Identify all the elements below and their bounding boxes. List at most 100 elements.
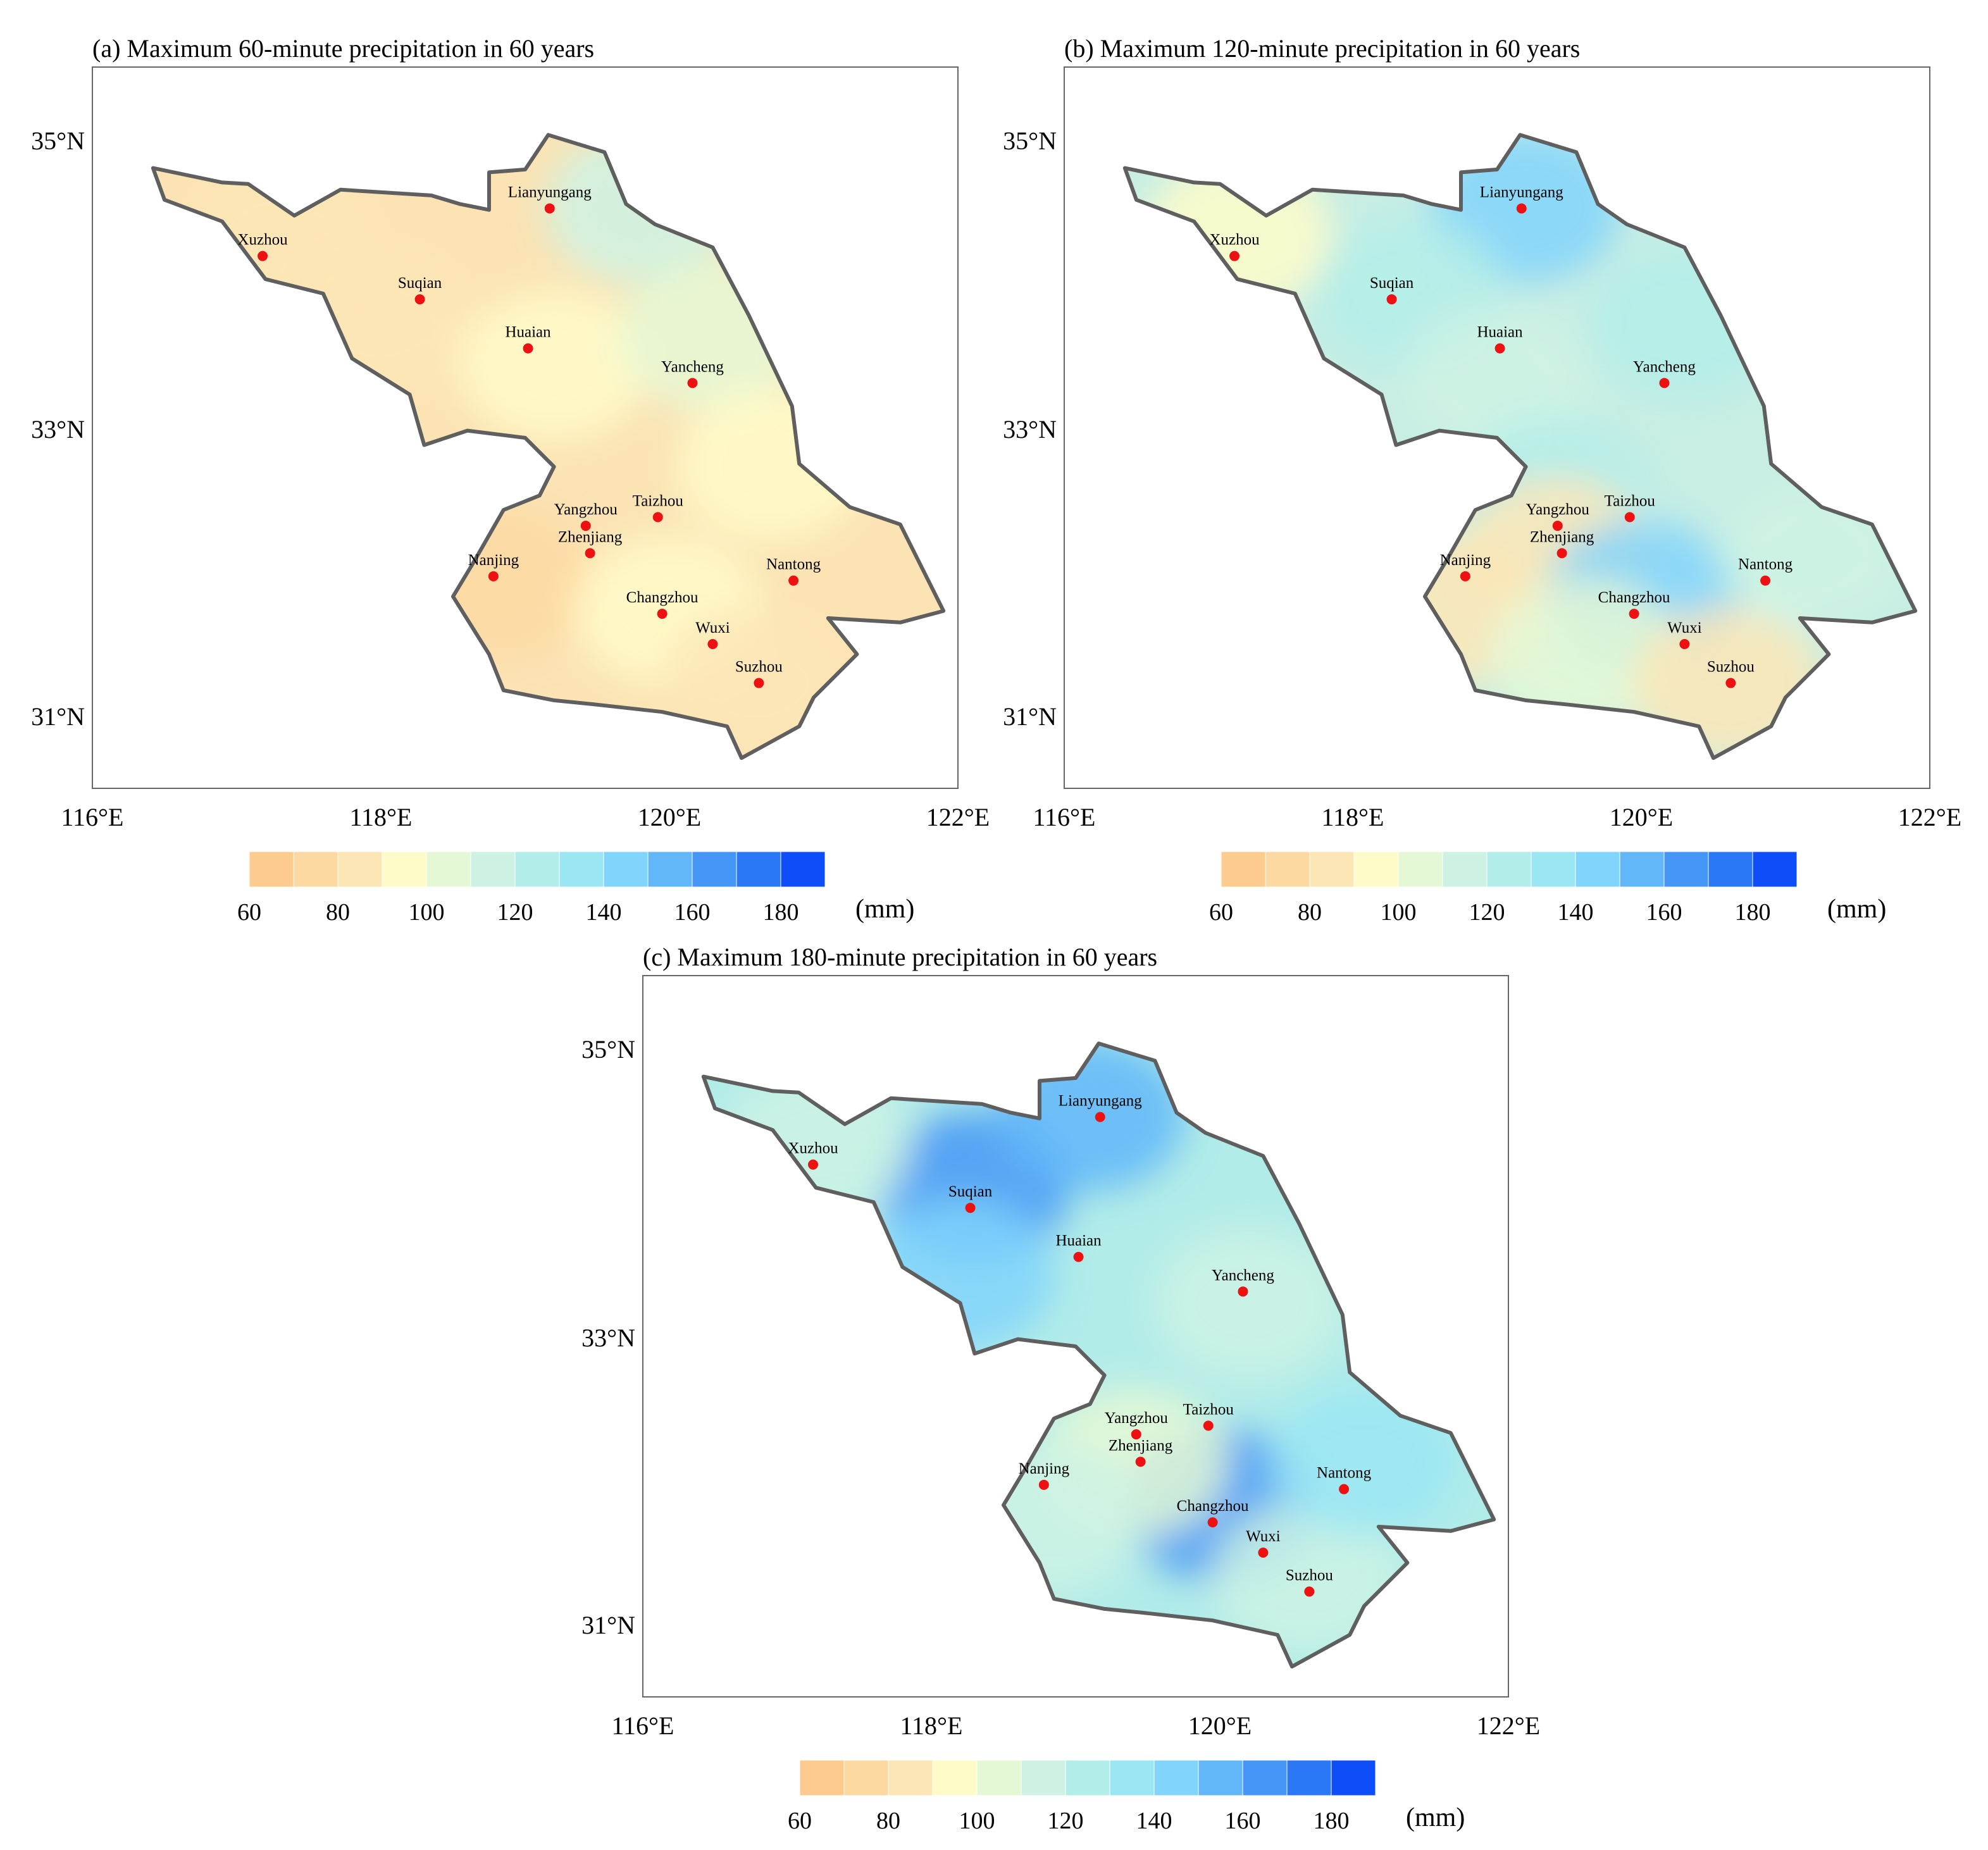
panel-c-colorbar-swatch xyxy=(1242,1760,1288,1796)
panel-b-city-marker xyxy=(1556,548,1567,559)
panel-a-city-label: Huaian xyxy=(505,324,551,341)
panel-a-colorbar-label: 140 xyxy=(586,899,622,926)
panel-a-lon-118: 118°E xyxy=(350,803,413,831)
panel-c-city-marker xyxy=(1073,1251,1084,1262)
panel-a-city-label: Suqian xyxy=(398,275,442,292)
panel-a-lon-120: 120°E xyxy=(638,803,701,831)
panel-a-city-label: Yancheng xyxy=(661,358,724,375)
panel-b-city-label: Wuxi xyxy=(1667,619,1702,636)
panel-a-colorbar-swatch xyxy=(780,851,826,888)
panel-b-colorbar-unit: (mm) xyxy=(1827,895,1886,924)
panel-c-city-marker xyxy=(1238,1286,1248,1297)
panel-a-city-label: Xuzhou xyxy=(237,232,288,249)
panel-c-city-marker xyxy=(1095,1112,1105,1122)
panel-a-city-marker xyxy=(258,251,268,261)
panel-b-colorbar-swatch xyxy=(1442,851,1488,888)
panel-b-lat-33: 33°N xyxy=(1003,415,1057,444)
panel-b-colorbar-label: 180 xyxy=(1735,899,1771,926)
panel-c-colorbar-swatch xyxy=(1109,1760,1155,1796)
panel-c-city-label: Nantong xyxy=(1317,1465,1372,1482)
panel-b-province-outline xyxy=(1122,133,1918,760)
panel-c-title: (c) Maximum 180-minute precipitation in … xyxy=(643,943,1157,971)
panel-a-city-marker xyxy=(754,678,764,688)
panel-c-city-label: Taizhou xyxy=(1183,1401,1234,1418)
panel-a-province-outline xyxy=(151,133,946,760)
panel-c-lat-33: 33°N xyxy=(581,1324,635,1352)
panel-a-colorbar-swatch xyxy=(382,851,427,888)
panel-c-colorbar-label: 60 xyxy=(788,1808,812,1834)
panel-b-city-marker xyxy=(1229,251,1240,261)
panel-b-lon-120: 120°E xyxy=(1610,803,1673,831)
panel-b-colorbar-swatch xyxy=(1353,851,1399,888)
panel-c-colorbar-label: 80 xyxy=(876,1808,900,1834)
panel-a-lat-35: 35°N xyxy=(31,127,85,155)
panel-c-city-label: Xuzhou xyxy=(788,1140,838,1157)
panel-b-map: Lianyungang Xuzhou Suqian Huaian Yancheng Tai… xyxy=(1122,133,1918,760)
panel-b-city-label: Lianyungang xyxy=(1480,183,1563,201)
panel-c-city-label: Zhenjiang xyxy=(1109,1437,1173,1454)
panel-b: (b) Maximum 120-minute precipitation in … xyxy=(1003,34,1961,926)
panel-b-city-marker xyxy=(1679,639,1690,649)
panel-a-lat-31: 31°N xyxy=(31,702,85,731)
panel-b-colorbar-swatch xyxy=(1619,851,1665,888)
panel-c-colorbar-swatch xyxy=(843,1760,889,1796)
panel-a-colorbar-swatch xyxy=(337,851,383,888)
panel-c-city-marker xyxy=(1038,1479,1049,1490)
panel-c-colorbar-swatch xyxy=(1286,1760,1332,1796)
panel-c-axes: 35°N 33°N 31°N 116°E 118°E 120°E 122°E xyxy=(581,1035,1540,1740)
panel-a-colorbar-swatch xyxy=(692,851,737,888)
panel-a-city-marker xyxy=(657,609,668,619)
panel-c-lon-118: 118°E xyxy=(900,1711,963,1740)
panel-c-colorbar-label: 160 xyxy=(1225,1808,1261,1834)
panel-b-city-label: Changzhou xyxy=(1598,589,1670,606)
panel-a-colorbar-unit: (mm) xyxy=(855,895,914,924)
panel-c-colorbar-unit: (mm) xyxy=(1406,1803,1465,1832)
panel-c-colorbar-swatch xyxy=(888,1760,933,1796)
panel-c-city-marker xyxy=(1339,1484,1350,1494)
panel-a-city-marker xyxy=(580,521,591,531)
panel-b-city-label: Huaian xyxy=(1477,324,1523,341)
panel-b-city-marker xyxy=(1386,294,1397,305)
panel-c-city-marker xyxy=(1258,1548,1269,1558)
panel-c-city-label: Yangzhou xyxy=(1105,1410,1169,1427)
panel-b-lat-31: 31°N xyxy=(1003,702,1057,731)
panel-c-city-label: Suzhou xyxy=(1286,1567,1334,1584)
panel-b-lon-122: 122°E xyxy=(1898,803,1961,831)
panel-c-colorbar-swatch xyxy=(932,1760,978,1796)
panel-c-city-label: Suqian xyxy=(948,1183,993,1200)
panel-c-city-label: Nanjing xyxy=(1019,1460,1070,1477)
panel-b-colorbar-swatch xyxy=(1663,851,1709,888)
panel-a-axes: 35°N 33°N 31°N 116°E 118°E 120°E 122°E xyxy=(31,127,990,831)
panel-b-colorbar: 60 80 100 120 140 160 180 (mm) xyxy=(1209,851,1886,926)
panel-a-city-label: Wuxi xyxy=(695,619,730,636)
panel-a-colorbar-label: 60 xyxy=(237,899,261,926)
panel-b-precip-field xyxy=(1124,135,1916,759)
panel-b-title: (b) Maximum 120-minute precipitation in … xyxy=(1064,34,1580,63)
panel-c-colorbar-swatch xyxy=(976,1760,1022,1796)
panel-c-colorbar: 60 80 100 120 140 160 180 (mm) xyxy=(788,1760,1465,1834)
panel-b-city-marker xyxy=(1552,521,1563,531)
panel-c-city-marker xyxy=(808,1159,819,1170)
panel-b-colorbar-label: 160 xyxy=(1646,899,1682,926)
panel-a-colorbar-swatch xyxy=(249,851,294,888)
panel-a-colorbar-label: 100 xyxy=(409,899,445,926)
panel-a-map: Lianyungang Xuzhou Suqian Huaian Yancheng Tai… xyxy=(151,133,946,760)
panel-b-city-label: Yancheng xyxy=(1633,358,1696,375)
panel-c-colorbar-label: 120 xyxy=(1048,1808,1084,1834)
panel-c-city-label: Huaian xyxy=(1055,1232,1102,1250)
panel-b-city-marker xyxy=(1760,575,1771,586)
panel-b-city-marker xyxy=(1494,343,1505,354)
panel-b-lat-35: 35°N xyxy=(1003,127,1057,155)
panel-a-city-label: Lianyungang xyxy=(508,183,592,201)
panel-a-city-label: Nanjing xyxy=(468,552,519,569)
panel-a-colorbar-swatch xyxy=(470,851,516,888)
panel-b-colorbar-swatch xyxy=(1265,851,1310,888)
panel-b-city-marker xyxy=(1624,512,1635,523)
panel-a-colorbar-label: 160 xyxy=(674,899,711,926)
panel-c-lon-122: 122°E xyxy=(1477,1711,1540,1740)
panel-b-colorbar-swatch xyxy=(1221,851,1266,888)
panel-b-lon-116: 116°E xyxy=(1033,803,1096,831)
panel-b-colorbar-label: 80 xyxy=(1298,899,1322,926)
panel-b-city-marker xyxy=(1659,378,1670,388)
